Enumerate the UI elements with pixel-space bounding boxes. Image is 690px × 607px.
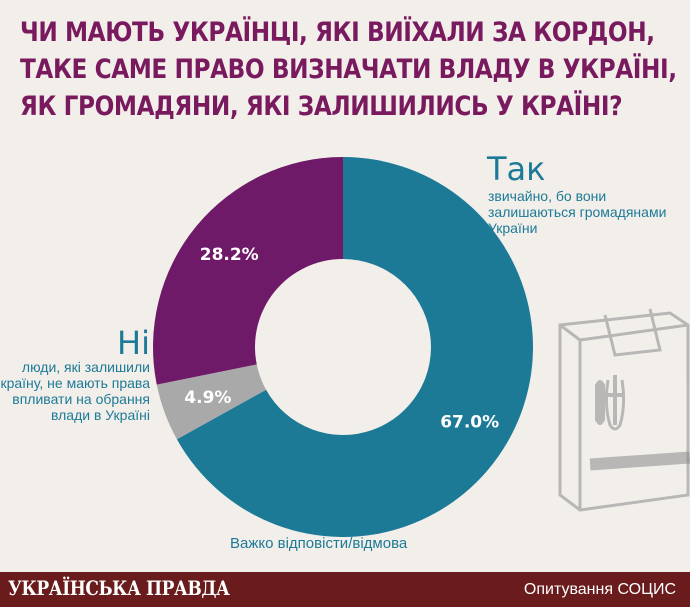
chart-title: ЧИ МАЮТЬ УКРАЇНЦІ, ЯКІ ВИЇХАЛИ ЗА КОРДОН… [20, 14, 677, 125]
slice-label-1: 4.9% [184, 388, 231, 408]
slice-0 [176, 157, 533, 537]
donut-chart: 67.0% 4.9% 28.2% [153, 157, 533, 537]
footer-bar: УКРАЇНСЬКА ПРАВДА Опитування СОЦИС [0, 572, 690, 607]
title-line-3: ЯК ГРОМАДЯНИ, ЯКІ ЗАЛИШИЛИСЬ У КРАЇНІ? [20, 91, 623, 122]
slice-label-0: 67.0% [440, 413, 499, 433]
survey-source: Опитування СОЦИС [523, 581, 676, 598]
slice-1 [156, 364, 267, 440]
no-answer-description: люди, які залишили країну, не мають прав… [0, 359, 150, 423]
no-answer-title: Ні [117, 324, 150, 362]
ballot-box-illustration [558, 308, 690, 512]
title-line-1: ЧИ МАЮТЬ УКРАЇНЦІ, ЯКІ ВИЇХАЛИ ЗА КОРДОН… [20, 17, 655, 48]
dont-know-label: Важко відповісти/відмова [230, 535, 408, 552]
slice-label-2: 28.2% [200, 245, 259, 265]
title-line-2: ТАКЕ САМЕ ПРАВО ВИЗНАЧАТИ ВЛАДУ В УКРАЇН… [20, 54, 677, 85]
slice-2 [153, 157, 343, 385]
publisher-logo: УКРАЇНСЬКА ПРАВДА [8, 576, 230, 600]
yes-answer-title: Так [487, 150, 546, 188]
yes-answer-description: звичайно, бо вони залишаються громадянам… [488, 188, 667, 236]
